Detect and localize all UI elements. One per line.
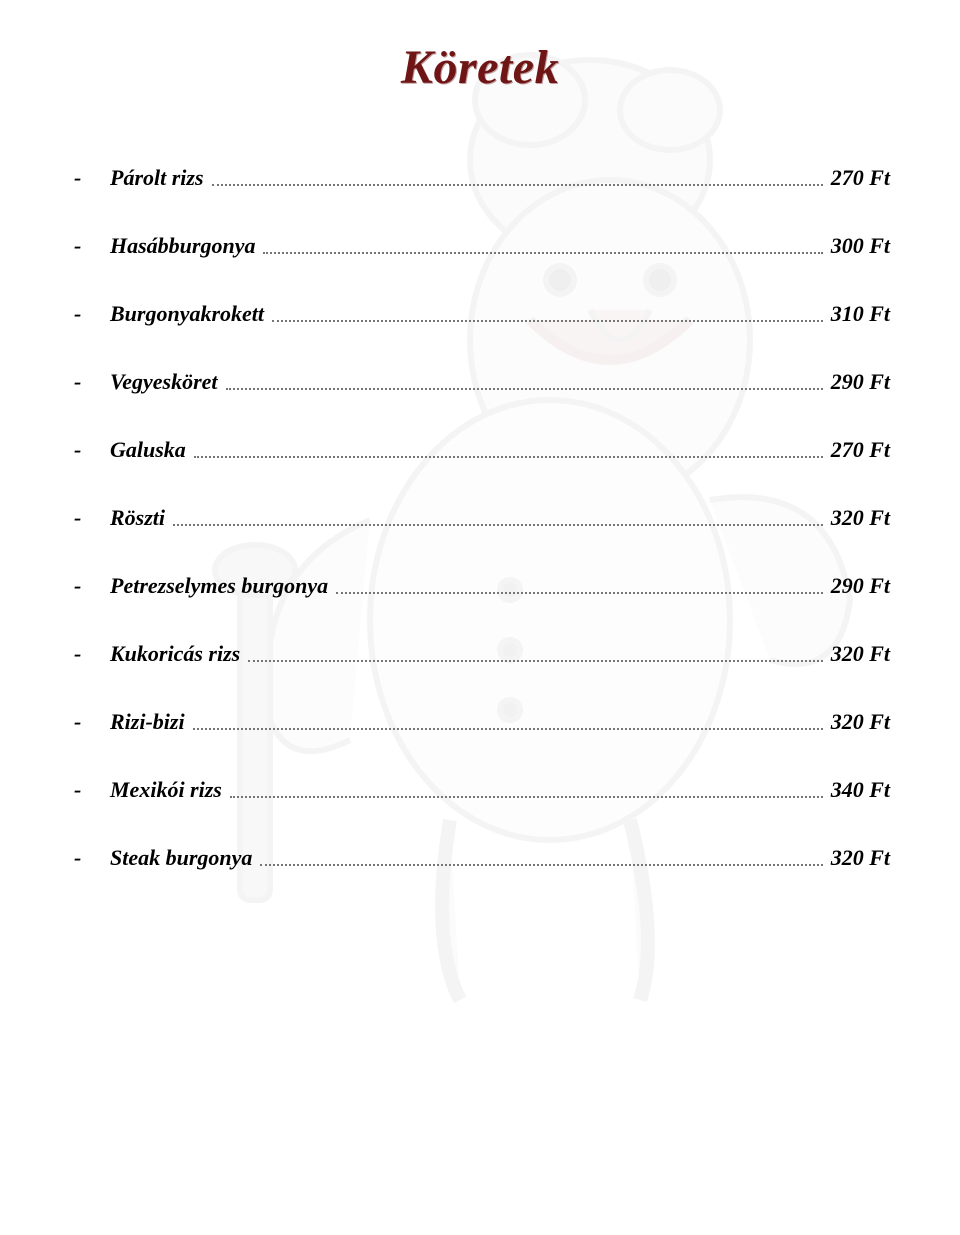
item-name: Hasábburgonya [110,233,259,259]
menu-content: Köretek - Párolt rizs 270 Ft - Hasábburg… [0,0,960,871]
dotted-leader [193,728,823,730]
bullet-dash: - [70,437,110,463]
bullet-dash: - [70,777,110,803]
item-price: 320 Ft [827,845,890,871]
bullet-dash: - [70,165,110,191]
dotted-leader [230,796,823,798]
item-price: 290 Ft [827,369,890,395]
item-price: 320 Ft [827,709,890,735]
bullet-dash: - [70,845,110,871]
dotted-leader [263,252,822,254]
bullet-dash: - [70,505,110,531]
menu-item: - Párolt rizs 270 Ft [70,165,890,191]
menu-item: - Vegyesköret 290 Ft [70,369,890,395]
menu-item: - Kukoricás rizs 320 Ft [70,641,890,667]
item-price: 270 Ft [827,165,890,191]
item-name: Vegyesköret [110,369,222,395]
item-price: 310 Ft [827,301,890,327]
item-name: Rizi-bizi [110,709,189,735]
item-price: 290 Ft [827,573,890,599]
bullet-dash: - [70,573,110,599]
item-name: Steak burgonya [110,845,256,871]
bullet-dash: - [70,369,110,395]
menu-item: - Mexikói rizs 340 Ft [70,777,890,803]
item-name: Párolt rizs [110,165,208,191]
dotted-leader [194,456,823,458]
item-name: Röszti [110,505,169,531]
item-name: Burgonyakrokett [110,301,268,327]
bullet-dash: - [70,301,110,327]
item-name: Petrezselymes burgonya [110,573,332,599]
menu-item: - Hasábburgonya 300 Ft [70,233,890,259]
item-price: 340 Ft [827,777,890,803]
item-price: 270 Ft [827,437,890,463]
item-name: Galuska [110,437,190,463]
dotted-leader [272,320,823,322]
menu-item: - Burgonyakrokett 310 Ft [70,301,890,327]
menu-item: - Röszti 320 Ft [70,505,890,531]
item-name: Mexikói rizs [110,777,226,803]
item-price: 320 Ft [827,641,890,667]
menu-item: - Rizi-bizi 320 Ft [70,709,890,735]
bullet-dash: - [70,233,110,259]
menu-item: - Petrezselymes burgonya 290 Ft [70,573,890,599]
dotted-leader [260,864,822,866]
item-price: 320 Ft [827,505,890,531]
dotted-leader [226,388,823,390]
dotted-leader [173,524,823,526]
item-price: 300 Ft [827,233,890,259]
bullet-dash: - [70,709,110,735]
page-title: Köretek [70,40,890,95]
menu-item: - Steak burgonya 320 Ft [70,845,890,871]
dotted-leader [248,660,822,662]
item-name: Kukoricás rizs [110,641,244,667]
menu-item: - Galuska 270 Ft [70,437,890,463]
dotted-leader [212,184,823,186]
dotted-leader [336,592,823,594]
bullet-dash: - [70,641,110,667]
